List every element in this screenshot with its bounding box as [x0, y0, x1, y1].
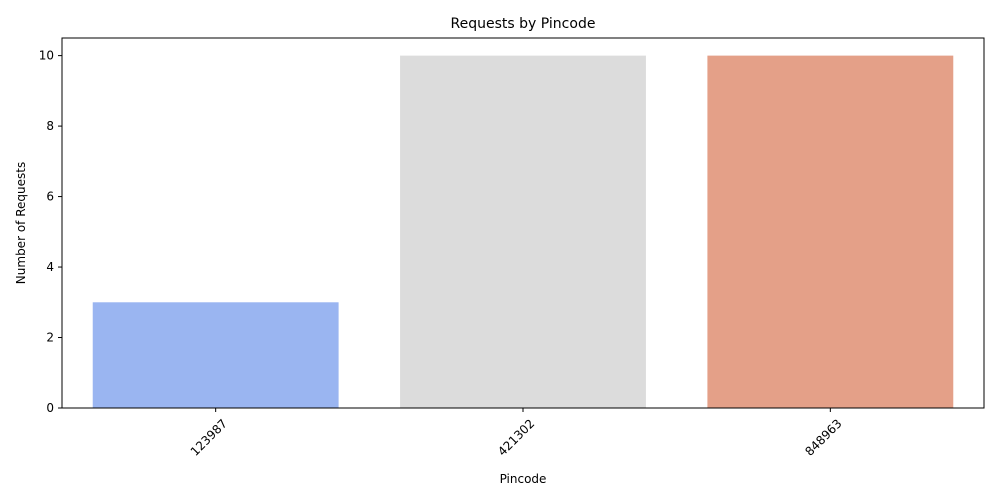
- y-tick-label: 10: [39, 49, 54, 63]
- bar-848963: [707, 55, 954, 409]
- y-tick-label: 2: [46, 331, 54, 345]
- x-axis-label: Pincode: [500, 472, 547, 486]
- x-axis-ticks: 123987 421302 848963: [188, 408, 845, 459]
- y-axis-ticks: 0 2 4 6 8 10: [39, 49, 62, 415]
- y-tick-label: 0: [46, 401, 54, 415]
- chart-title: Requests by Pincode: [451, 16, 596, 32]
- x-tick-label: 421302: [495, 416, 537, 458]
- y-axis-label: Number of Requests: [14, 162, 28, 284]
- bars-layer: [92, 55, 954, 409]
- y-tick-label: 8: [46, 119, 54, 133]
- y-tick-label: 6: [46, 190, 54, 204]
- y-tick-label: 4: [46, 260, 54, 274]
- plot-frame: [61, 37, 985, 409]
- x-tick-label: 848963: [802, 416, 844, 458]
- bar-421302: [400, 55, 646, 409]
- bar-123987: [92, 302, 339, 408]
- x-tick-label: 123987: [188, 416, 230, 458]
